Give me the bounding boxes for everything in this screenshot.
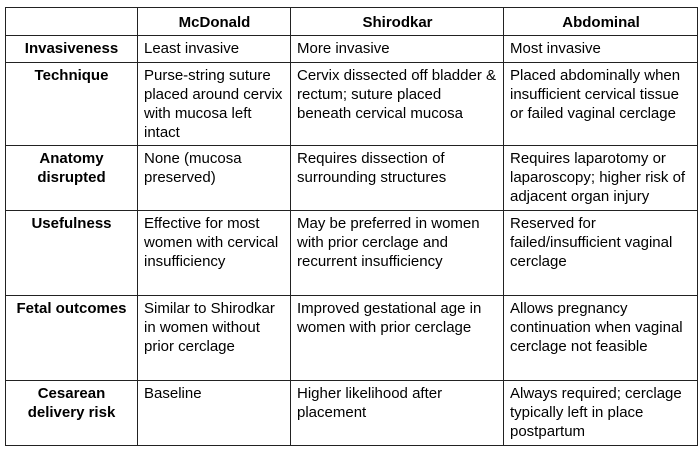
table-row: Fetal outcomes Similar to Shirodkar in wo…	[5, 295, 698, 381]
row-label: Anatomy disrupted	[5, 145, 138, 211]
cell-abdominal: Always required; cerclage typically left…	[503, 380, 698, 446]
cell-mcdonald: Purse-string suture placed around cervix…	[137, 62, 291, 146]
cell-shirodkar: Cervix dissected off bladder & rectum; s…	[290, 62, 504, 146]
table-row: Usefulness Effective for most women with …	[5, 210, 698, 296]
row-label: Usefulness	[5, 210, 138, 296]
cell-mcdonald: None (mucosa preserved)	[137, 145, 291, 211]
cell-mcdonald: Similar to Shirodkar in women without pr…	[137, 295, 291, 381]
table-row: Invasiveness Least invasive More invasive M…	[5, 35, 698, 63]
row-label: Technique	[5, 62, 138, 146]
cell-abdominal: Most invasive	[503, 35, 698, 63]
cell-mcdonald: Effective for most women with cervical i…	[137, 210, 291, 296]
cell-abdominal: Allows pregnancy continuation when vagin…	[503, 295, 698, 381]
header-row: McDonald Shirodkar Abdominal	[5, 7, 698, 36]
cell-mcdonald: Baseline	[137, 380, 291, 446]
column-header-mcdonald: McDonald	[137, 7, 291, 36]
cell-shirodkar: Requires dissection of surrounding struc…	[290, 145, 504, 211]
row-label: Cesarean delivery risk	[5, 380, 138, 446]
cell-abdominal: Reserved for failed/insufficient vaginal…	[503, 210, 698, 296]
column-header-abdominal: Abdominal	[503, 7, 698, 36]
row-label: Invasiveness	[5, 35, 138, 63]
cell-abdominal: Requires laparotomy or laparoscopy; high…	[503, 145, 698, 211]
cell-shirodkar: Higher likelihood after placement	[290, 380, 504, 446]
cell-abdominal: Placed abdominally when insufficient cer…	[503, 62, 698, 146]
table-row: Anatomy disrupted None (mucosa preserved)…	[5, 145, 698, 211]
table-row: Technique Purse-string suture placed arou…	[5, 62, 698, 146]
header-corner	[5, 7, 138, 36]
table-row: Cesarean delivery risk Baseline Higher lik…	[5, 380, 698, 446]
row-label: Fetal outcomes	[5, 295, 138, 381]
cerclage-comparison-table: McDonald Shirodkar Abdominal Invasiveness L…	[5, 7, 698, 446]
cell-shirodkar: Improved gestational age in women with p…	[290, 295, 504, 381]
cell-mcdonald: Least invasive	[137, 35, 291, 63]
cell-shirodkar: More invasive	[290, 35, 504, 63]
column-header-shirodkar: Shirodkar	[290, 7, 504, 36]
cell-shirodkar: May be preferred in women with prior cer…	[290, 210, 504, 296]
